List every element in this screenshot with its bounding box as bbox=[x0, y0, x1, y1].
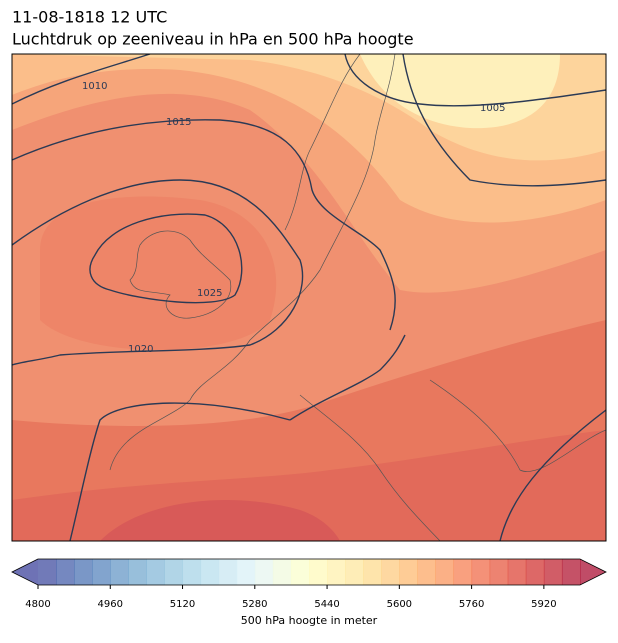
colorbar-bin bbox=[200, 559, 220, 585]
isobar bbox=[402, 54, 606, 187]
isobar bbox=[344, 54, 606, 107]
colorbar-bin bbox=[399, 559, 418, 585]
colorbar-bin bbox=[381, 559, 400, 585]
colorbar-bin bbox=[74, 559, 93, 585]
colorbar-tick-label: 5600 bbox=[387, 599, 412, 610]
colorbar-bin bbox=[507, 559, 527, 585]
isobar bbox=[12, 179, 304, 366]
isobar bbox=[499, 409, 606, 541]
isobar bbox=[12, 54, 151, 105]
colorbar-bin bbox=[363, 559, 382, 585]
isobar-label: 1020 bbox=[128, 344, 153, 355]
colorbar-bin bbox=[561, 559, 581, 585]
map-frame bbox=[11, 53, 607, 542]
colorbar-bin bbox=[92, 559, 111, 585]
colorbar-bin bbox=[218, 559, 238, 585]
colorbar-tick-label: 5760 bbox=[459, 599, 484, 610]
colorbar-bin bbox=[146, 559, 165, 585]
colorbar-bin bbox=[471, 559, 491, 585]
isobar-label: 1010 bbox=[82, 81, 107, 92]
field-band bbox=[40, 196, 277, 350]
colorbar-tick-label: 5920 bbox=[531, 599, 556, 610]
field-band bbox=[100, 500, 340, 541]
colorbar-extend bbox=[580, 559, 606, 585]
colorbar-tick-label: 4960 bbox=[98, 599, 123, 610]
colorbar-tick-label: 4800 bbox=[25, 599, 50, 610]
colorbar-bin bbox=[309, 559, 328, 585]
colorbar-bin bbox=[525, 559, 545, 585]
coastline bbox=[129, 230, 232, 319]
colorbar-bin bbox=[489, 559, 509, 585]
isobar bbox=[12, 119, 396, 331]
colorbar-tick-label: 5440 bbox=[314, 599, 339, 610]
colorbar-bin bbox=[182, 559, 202, 585]
colorbar-bin bbox=[110, 559, 129, 585]
colorbar-bin bbox=[254, 559, 274, 585]
colorbar-extend bbox=[12, 559, 38, 585]
colorbar-outline bbox=[11, 558, 607, 586]
coastline bbox=[109, 54, 606, 541]
colorbar: 4800 4960 5120 5280 5440 5600 5760 5920 bbox=[11, 558, 607, 610]
colorbar-bin bbox=[435, 559, 455, 585]
isobar-label: 1015 bbox=[166, 117, 191, 128]
isobar-label: 1025 bbox=[197, 288, 222, 299]
isobar bbox=[69, 334, 406, 541]
colorbar-bin bbox=[290, 559, 310, 585]
colorbar-bin bbox=[56, 559, 75, 585]
title-line: 11-08-1818 12 UTC bbox=[12, 8, 167, 27]
colorbar-bin bbox=[453, 559, 473, 585]
title-line: Luchtdruk op zeeniveau in hPa en 500 hPa… bbox=[12, 30, 414, 49]
map: 1010 1015 1005 1025 1020 bbox=[12, 54, 606, 541]
colorbar-bin bbox=[236, 559, 256, 585]
colorbar-bin bbox=[345, 559, 364, 585]
field-band bbox=[360, 54, 560, 129]
colorbar-bin bbox=[417, 559, 436, 585]
colorbar-bin bbox=[272, 559, 292, 585]
colorbar-tick-label: 5280 bbox=[242, 599, 267, 610]
colorbar-bin bbox=[164, 559, 184, 585]
colorbar-label: 500 hPa hoogte in meter bbox=[241, 614, 378, 627]
colorbar-tick-label: 5120 bbox=[170, 599, 195, 610]
colorbar-bin bbox=[38, 559, 57, 585]
colorbar-bin bbox=[327, 559, 346, 585]
colorbar-bin bbox=[128, 559, 147, 585]
isobar-label: 1005 bbox=[480, 103, 505, 114]
colorbar-bin bbox=[543, 559, 563, 585]
isobar bbox=[89, 213, 243, 304]
